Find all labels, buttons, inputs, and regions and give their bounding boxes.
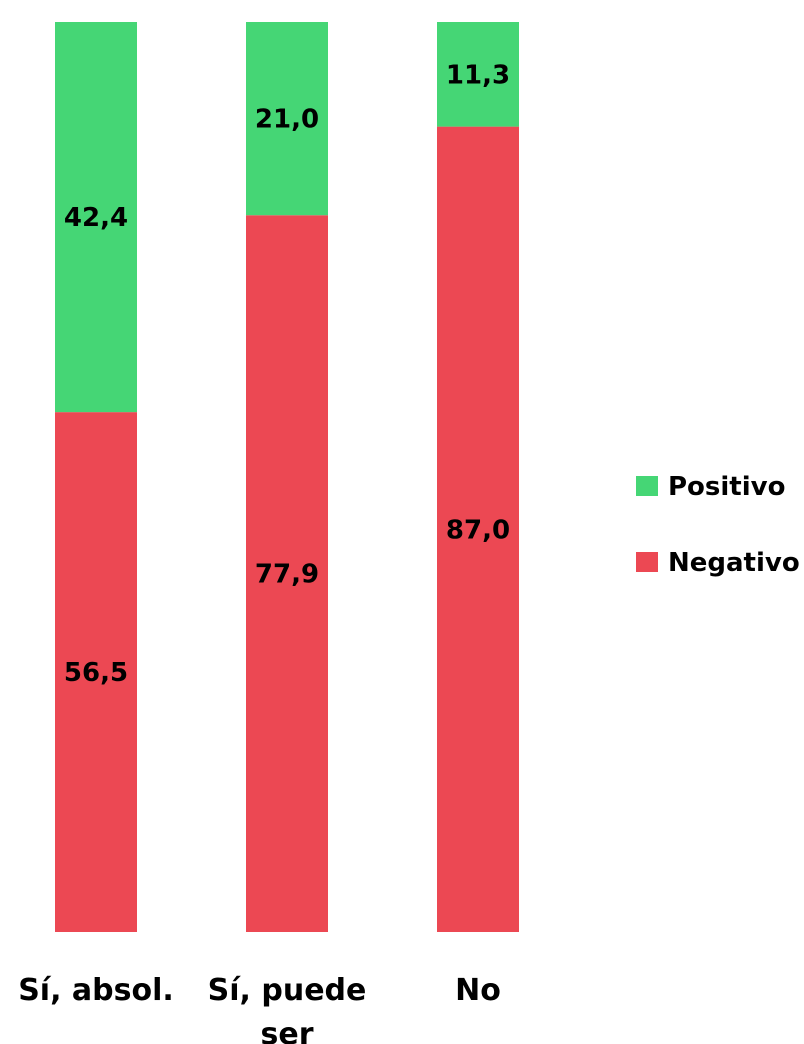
x-tick-label-2: Sí, puede ser xyxy=(208,973,367,1044)
legend-item-negativo: Negativo xyxy=(636,548,800,578)
legend-label-negativo: Negativo xyxy=(668,548,800,578)
data-label-negativo-3: 87,0 xyxy=(446,515,510,545)
legend-swatch-positivo xyxy=(636,476,658,496)
bar-segment-positivo-2 xyxy=(246,22,328,216)
x-tick-label-3: No xyxy=(455,973,501,1008)
bar-segment-positivo-3 xyxy=(437,22,519,127)
legend-item-positivo: Positivo xyxy=(636,472,785,502)
data-label-positivo-3: 11,3 xyxy=(446,60,510,90)
bar-segment-positivo-1 xyxy=(55,22,137,413)
data-label-negativo-2: 77,9 xyxy=(255,560,319,590)
x-tick-label-1: Sí, absol. xyxy=(18,973,174,1008)
legend-swatch-negativo xyxy=(636,552,658,572)
data-label-negativo-1: 56,5 xyxy=(64,658,128,688)
data-label-positivo-1: 42,4 xyxy=(64,203,128,233)
bar-segment-negativo-1 xyxy=(55,412,137,932)
bar-segment-negativo-3 xyxy=(437,126,519,933)
data-label-positivo-2: 21,0 xyxy=(255,105,319,135)
legend-label-positivo: Positivo xyxy=(668,472,785,502)
bar-segment-negativo-2 xyxy=(246,215,328,933)
